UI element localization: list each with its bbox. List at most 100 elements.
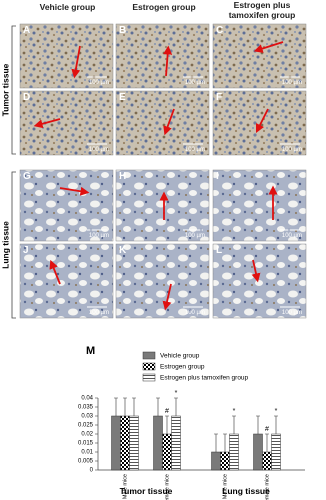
legend-label: Vehicle group — [160, 353, 200, 360]
error-bar — [132, 397, 136, 416]
panel-letter: H — [119, 171, 126, 182]
bar — [271, 433, 281, 471]
arrow — [33, 118, 61, 129]
micrograph — [19, 90, 114, 156]
panel-letter: F — [216, 92, 222, 103]
group-label: Lung tissue — [222, 486, 270, 496]
error-bar — [114, 397, 118, 416]
scale-bar-label: 100 µm — [89, 233, 109, 239]
arrow — [162, 283, 172, 311]
y-tick-label: 0.035 — [78, 405, 94, 411]
panel-letter: B — [119, 25, 126, 36]
bar — [253, 433, 263, 471]
bar — [120, 415, 130, 471]
significance-marker: * — [233, 408, 236, 415]
bar — [171, 415, 181, 471]
row-label: Lung tissue — [0, 221, 10, 269]
panel-letter: K — [119, 245, 127, 256]
y-tick-label: 0.025 — [78, 423, 94, 429]
panel-letter: C — [216, 25, 223, 36]
panel-letter: E — [119, 92, 126, 103]
column-header: Estrogen group — [132, 2, 196, 12]
x-tick-label: Male mice — [222, 474, 228, 499]
legend-swatch — [142, 373, 156, 382]
micrograph — [19, 243, 114, 319]
scale-bar-label: 100 µm — [185, 80, 205, 86]
x-tick-label: Female mice — [264, 474, 270, 500]
arrow — [255, 108, 269, 134]
bar — [162, 433, 172, 471]
micrograph — [19, 169, 114, 242]
scale-bar-label: 100 µm — [89, 147, 109, 153]
arrow — [253, 41, 284, 53]
legend-label: Estrogen group — [160, 364, 205, 371]
y-tick-label: 0 — [90, 468, 94, 474]
y-tick-label: 0.04 — [81, 396, 93, 402]
error-bar — [223, 433, 227, 452]
significance-marker: # — [165, 408, 169, 415]
micrograph — [212, 90, 307, 156]
bar — [220, 451, 230, 471]
micrograph — [115, 90, 210, 156]
panel-letter: I — [216, 171, 219, 182]
y-tick-label: 0.03 — [81, 414, 93, 420]
scale-bar-label: 100 µm — [89, 80, 109, 86]
arrow — [163, 108, 175, 136]
y-tick-label: 0.005 — [78, 459, 94, 465]
bar — [111, 415, 121, 471]
scale-bar-label: 100 µm — [282, 310, 302, 316]
bar — [211, 451, 221, 471]
scale-bar-label: 100 µm — [185, 147, 205, 153]
arrow — [163, 45, 173, 77]
error-bar — [256, 415, 260, 434]
x-tick-label: Male mice — [122, 474, 128, 499]
error-bar — [156, 397, 160, 416]
scale-bar-label: 100 µm — [282, 233, 302, 239]
error-bar — [265, 433, 269, 452]
arrow — [49, 259, 61, 285]
error-bar — [274, 415, 278, 434]
panel-letter: A — [23, 25, 30, 36]
column-header: Estrogen plus tamoxifen group — [228, 0, 296, 20]
legend-label: Estrogen plus tamoxifen group — [160, 375, 249, 382]
panel-letter: J — [23, 245, 29, 256]
scale-bar-label: 100 µm — [185, 310, 205, 316]
row-bracket — [11, 25, 16, 155]
error-bar — [174, 397, 178, 416]
bar — [262, 451, 272, 471]
error-bar — [232, 415, 236, 434]
panel-letter: M — [86, 345, 95, 357]
micrograph — [19, 23, 114, 89]
arrow — [251, 259, 261, 283]
column-header: Vehicle group — [39, 2, 96, 12]
y-tick-label: 0.01 — [81, 450, 93, 456]
bar — [153, 415, 163, 471]
row-bracket — [11, 171, 16, 319]
error-bar — [165, 415, 169, 434]
row-label: Tumor tissue — [0, 63, 10, 116]
legend-swatch — [142, 362, 156, 371]
panel-letter: G — [23, 171, 31, 182]
micrograph — [212, 23, 307, 89]
micrograph — [212, 169, 307, 242]
significance-marker: # — [265, 426, 269, 433]
panel-letter: L — [216, 245, 222, 256]
micrograph — [115, 169, 210, 242]
x-tick-label: Female mice — [164, 474, 170, 500]
panel-letter: D — [23, 92, 30, 103]
scale-bar-label: 100 µm — [185, 233, 205, 239]
bar — [229, 433, 239, 471]
y-tick-label: 0.02 — [81, 432, 93, 438]
legend-swatch — [142, 351, 156, 360]
arrow — [71, 45, 81, 79]
significance-marker: * — [175, 390, 178, 397]
bar — [129, 415, 139, 471]
micrograph — [115, 23, 210, 89]
significance-marker: * — [275, 408, 278, 415]
y-tick-label: 0.015 — [78, 441, 94, 447]
group-label: Tumor tissue — [120, 486, 173, 496]
arrow — [59, 186, 90, 196]
micrograph — [115, 243, 210, 319]
